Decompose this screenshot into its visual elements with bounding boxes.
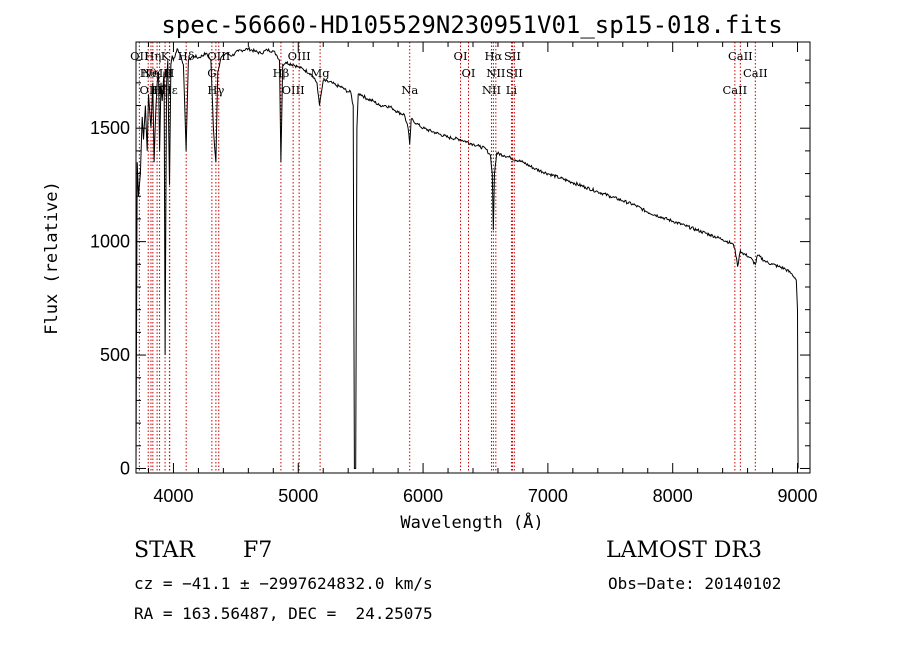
y-tick-label: 500 bbox=[100, 345, 130, 365]
line-label: Hθ bbox=[140, 66, 157, 80]
object-subclass: F7 bbox=[243, 538, 273, 563]
line-label: Hγ bbox=[207, 83, 224, 97]
chart-title: spec-56660-HD105529N230951V01_sp15-018.f… bbox=[161, 11, 782, 39]
line-label: NII bbox=[486, 66, 505, 80]
spectral-line-markers bbox=[138, 42, 756, 473]
x-tick-label: 5000 bbox=[278, 486, 318, 506]
line-label: Hα bbox=[484, 49, 502, 63]
line-label: SII bbox=[504, 49, 521, 63]
x-tick-label: 6000 bbox=[403, 486, 443, 506]
line-label: OIII bbox=[288, 49, 311, 63]
line-label: OII bbox=[130, 49, 149, 63]
x-tick-label: 8000 bbox=[653, 486, 693, 506]
line-label: Hε bbox=[162, 83, 178, 97]
object-class: STAR bbox=[134, 538, 195, 563]
spectrum-series-flux bbox=[135, 46, 799, 469]
line-label: Mg bbox=[311, 66, 331, 80]
line-label: Li bbox=[506, 83, 518, 97]
y-axis-label: Flux (relative) bbox=[42, 181, 62, 335]
line-label: K bbox=[161, 49, 170, 63]
line-label: OI bbox=[454, 49, 468, 63]
y-tick-label: 1500 bbox=[90, 118, 130, 138]
survey-name: LAMOST DR3 bbox=[606, 538, 762, 563]
line-label: CaII bbox=[728, 49, 753, 63]
line-label: Na bbox=[401, 83, 418, 97]
x-tick-label: 4000 bbox=[153, 486, 193, 506]
coordinates: RA = 163.56487, DEC = 24.25075 bbox=[134, 604, 433, 623]
redshift-info: cz = −41.1 ± −2997624832.0 km/s bbox=[134, 574, 433, 593]
x-axis: 4000 5000 6000 7000 8000 9000 bbox=[147, 42, 818, 506]
x-tick-label: 9000 bbox=[777, 486, 817, 506]
line-label: SII bbox=[506, 66, 523, 80]
y-tick-label: 1000 bbox=[90, 232, 130, 252]
line-label: OIII bbox=[282, 83, 305, 97]
line-label: Hη bbox=[144, 49, 161, 63]
y-axis: 0 500 1000 1500 bbox=[90, 59, 810, 478]
x-axis-label: Wavelength (Å) bbox=[400, 511, 543, 533]
line-label: CaII bbox=[743, 66, 768, 80]
line-label: NII bbox=[482, 83, 501, 97]
plot-frame bbox=[135, 41, 811, 474]
line-label: CaII bbox=[722, 83, 747, 97]
spectral-line-labels: OIIHθOIIIHηNeIIIHζKHHεHδGHγOIIIHβOIIIOII… bbox=[130, 49, 768, 97]
x-tick-label: 7000 bbox=[528, 486, 568, 506]
line-label: H bbox=[164, 66, 174, 80]
observation-date: Obs−Date: 20140102 bbox=[608, 574, 782, 593]
line-label: G bbox=[207, 66, 216, 80]
line-label: Hβ bbox=[273, 66, 290, 80]
line-label: OIII bbox=[207, 49, 230, 63]
y-tick-label: 0 bbox=[120, 458, 130, 478]
line-label: NeIII bbox=[142, 66, 173, 80]
line-label: OI bbox=[462, 66, 476, 80]
